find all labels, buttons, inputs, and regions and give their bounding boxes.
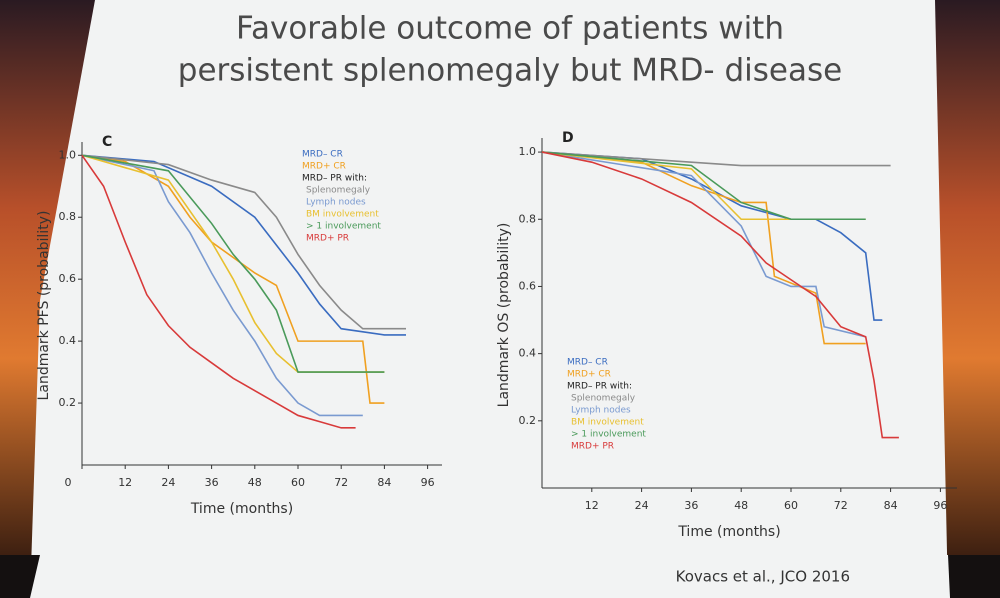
x-tick-label: 36 (684, 499, 698, 512)
legend-entry: MRD+ PR (571, 442, 614, 452)
slide-bottom (30, 555, 950, 598)
survival-curve (541, 151, 891, 167)
legend-entry: MRD+ CR (567, 370, 611, 380)
legend-entry: Splenomegaly (571, 394, 636, 404)
legend-header: MRD– PR with: (302, 174, 367, 184)
legend-entry: Splenomegaly (306, 186, 371, 196)
y-tick-label: 0.8 (59, 210, 77, 223)
legend-entry: Lymph nodes (571, 406, 631, 416)
x-tick-label: 24 (635, 499, 649, 512)
legend-entry: BM involvement (306, 210, 379, 220)
legend-entry: > 1 involvement (306, 222, 381, 232)
legend-entry: MRD+ CR (302, 162, 346, 172)
panel-label: D (562, 130, 574, 146)
slide-title: Favorable outcome of patients with (236, 11, 784, 47)
y-axis-label: Landmark PFS (probability) (36, 211, 52, 401)
x-tick-label: 0 (65, 476, 72, 489)
survival-curve (81, 154, 385, 404)
legend-entry: Lymph nodes (306, 198, 366, 208)
legend-entry: > 1 involvement (571, 430, 646, 440)
legend-entry: MRD– CR (302, 150, 343, 160)
y-tick-label: 0.4 (519, 347, 537, 360)
survival-curve (81, 154, 406, 330)
survival-curve (541, 151, 899, 439)
y-tick-label: 0.4 (59, 334, 77, 347)
x-tick-label: 72 (334, 476, 348, 489)
legend-header: MRD– PR with: (567, 382, 632, 392)
legend-entry: MRD+ PR (306, 234, 349, 244)
x-tick-label: 84 (377, 476, 391, 489)
x-axis-label: Time (months) (190, 501, 293, 517)
y-axis-label: Landmark OS (probability) (496, 223, 512, 408)
citation: Kovacs et al., JCO 2016 (676, 568, 850, 586)
survival-curve (541, 151, 866, 221)
y-tick-label: 0.6 (59, 272, 77, 285)
slide-title: persistent splenomegaly but MRD- disease (178, 53, 842, 89)
y-tick-label: 1.0 (59, 148, 77, 161)
x-tick-label: 12 (118, 476, 132, 489)
legend-entry: MRD– CR (567, 358, 608, 368)
x-tick-label: 24 (161, 476, 175, 489)
survival-curve (541, 151, 866, 338)
x-tick-label: 60 (784, 499, 798, 512)
x-tick-label: 96 (933, 499, 947, 512)
legend-entry: BM involvement (571, 418, 644, 428)
survival-curve (81, 154, 363, 417)
panel-label: C (102, 134, 112, 150)
y-tick-label: 1.0 (519, 145, 537, 158)
survival-curve (81, 154, 356, 429)
x-tick-label: 48 (248, 476, 262, 489)
x-axis-label: Time (months) (677, 524, 780, 540)
y-tick-label: 0.2 (519, 414, 537, 427)
x-tick-label: 96 (421, 476, 435, 489)
slide (30, 0, 948, 598)
x-tick-label: 36 (205, 476, 219, 489)
x-tick-label: 12 (585, 499, 599, 512)
survival-curve (81, 154, 385, 373)
y-tick-label: 0.2 (59, 396, 77, 409)
x-tick-label: 60 (291, 476, 305, 489)
y-tick-label: 0.8 (519, 212, 537, 225)
y-tick-label: 0.6 (519, 279, 537, 292)
x-tick-label: 84 (884, 499, 898, 512)
x-tick-label: 72 (834, 499, 848, 512)
x-tick-label: 48 (734, 499, 748, 512)
survival-curve (81, 154, 406, 336)
